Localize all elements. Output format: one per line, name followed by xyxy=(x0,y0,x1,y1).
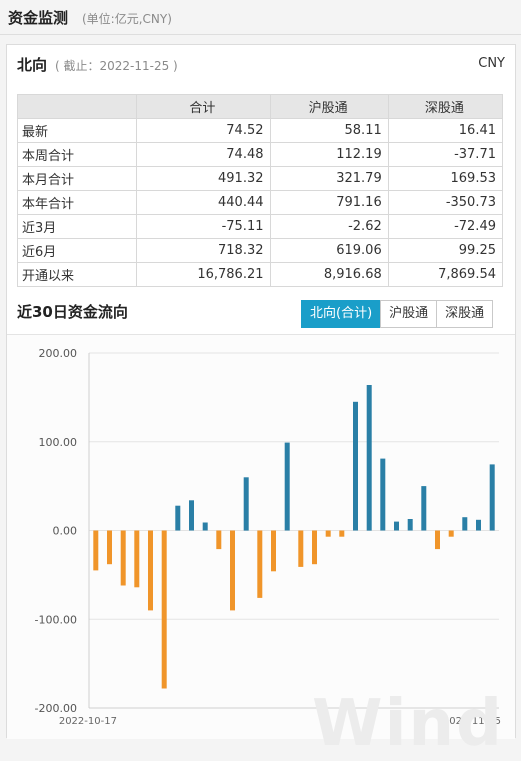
table-cell: 619.06 xyxy=(269,238,389,263)
table-row: 开通以来 16,786.21 8,916.68 7,869.54 xyxy=(16,262,504,287)
flow-summary-table: 合计 沪股通 深股通 最新 74.52 58.11 16.41 本周合计 74.… xyxy=(16,94,504,287)
table-cell: -72.49 xyxy=(387,214,504,239)
table-cell: 99.25 xyxy=(387,238,504,263)
table-cell: 74.48 xyxy=(136,142,271,167)
table-cell: -2.62 xyxy=(269,214,389,239)
column-header: 深股通 xyxy=(387,94,504,119)
bar xyxy=(366,385,372,531)
tab-shenzhen-connect[interactable]: 深股通 xyxy=(436,300,494,328)
bar xyxy=(134,530,140,588)
northbound-panel: 北向 ( 截止：2022-11-25 ) CNY 合计 沪股通 深股通 最新 7… xyxy=(6,44,516,761)
table-cell: 791.16 xyxy=(269,190,389,215)
bar xyxy=(339,530,345,537)
table-row: 本年合计 440.44 791.16 -350.73 xyxy=(16,190,504,215)
x-end-label: 2022-11-25 xyxy=(443,716,501,727)
bar xyxy=(462,517,468,531)
flow-chart-area: 200.00 100.00 0.00 -100.00 -200.00 2022-10-17… xyxy=(7,334,515,761)
tab-shanghai-connect[interactable]: 沪股通 xyxy=(380,300,438,328)
table-cell: 8,916.68 xyxy=(269,262,389,287)
table-row: 近3月 -75.11 -2.62 -72.49 xyxy=(16,214,504,239)
bar xyxy=(243,477,249,531)
table-cell: 169.53 xyxy=(387,166,504,191)
bar xyxy=(93,530,99,571)
table-cell: -75.11 xyxy=(136,214,271,239)
y-tick-label: 100.00 xyxy=(39,436,78,449)
row-label: 本年合计 xyxy=(16,190,138,215)
bar xyxy=(148,530,153,611)
bar xyxy=(421,486,427,531)
bar xyxy=(257,530,263,598)
table-cell: 74.52 xyxy=(136,118,271,143)
x-start-label: 2022-10-17 xyxy=(59,716,117,727)
page-title: 资金监测 xyxy=(8,9,69,27)
bar xyxy=(298,530,304,567)
chart-section-title: 近30日资金流向 xyxy=(17,303,128,321)
y-tick-label: 0.00 xyxy=(53,525,78,538)
table-cell: 112.19 xyxy=(269,142,389,167)
table-row: 最新 74.52 58.11 16.41 xyxy=(16,118,504,143)
row-label: 开通以来 xyxy=(16,262,138,287)
bar xyxy=(407,519,413,531)
table-cell: 16,786.21 xyxy=(136,262,271,287)
table-row: 本周合计 74.48 112.19 -37.71 xyxy=(16,142,504,167)
bar xyxy=(216,530,222,550)
bar xyxy=(312,530,317,565)
bar xyxy=(107,530,112,565)
y-tick-label: 200.00 xyxy=(39,347,78,360)
bar xyxy=(448,530,454,537)
column-header xyxy=(16,94,138,119)
table-cell: -350.73 xyxy=(387,190,504,215)
bar xyxy=(394,521,399,531)
table-cell: 16.41 xyxy=(387,118,504,143)
table-row: 本月合计 491.32 321.79 169.53 xyxy=(16,166,504,191)
bar xyxy=(230,530,235,611)
table-row: 近6月 718.32 619.06 99.25 xyxy=(16,238,504,263)
flow-bar-chart: 200.00 100.00 0.00 -100.00 -200.002022-10-17… xyxy=(35,347,501,727)
table-cell: 491.32 xyxy=(136,166,271,191)
table-cell: 58.11 xyxy=(269,118,389,143)
column-header: 沪股通 xyxy=(269,94,389,119)
table-cell: 7,869.54 xyxy=(387,262,504,287)
bar xyxy=(489,464,495,531)
table-cell: -37.71 xyxy=(387,142,504,167)
currency-label: CNY xyxy=(478,56,505,71)
y-tick-label: -200.00 xyxy=(35,702,77,715)
bar xyxy=(161,530,167,689)
top-header: 资金监测 (单位:亿元,CNY) xyxy=(0,0,521,35)
bar xyxy=(175,505,181,531)
bar xyxy=(271,530,276,572)
tab-northbound-total[interactable]: 北向(合计) xyxy=(301,300,382,328)
bar xyxy=(353,401,358,531)
row-label: 近6月 xyxy=(16,238,138,263)
table-header-row: 合计 沪股通 深股通 xyxy=(16,94,504,119)
bar xyxy=(435,530,440,550)
bar xyxy=(325,530,331,537)
bar xyxy=(189,500,194,531)
bar xyxy=(380,458,386,531)
y-tick-label: -100.00 xyxy=(35,613,77,626)
bar xyxy=(120,530,126,586)
panel-date-note: ( 截止：2022-11-25 ) xyxy=(55,59,178,73)
table-cell: 718.32 xyxy=(136,238,271,263)
row-label: 本月合计 xyxy=(16,166,138,191)
unit-label: (单位:亿元,CNY) xyxy=(82,12,172,26)
column-header: 合计 xyxy=(136,94,271,119)
panel-title: 北向 xyxy=(17,56,48,74)
bar xyxy=(284,442,290,531)
row-label: 本周合计 xyxy=(16,142,138,167)
chart-tabs: 北向(合计) 沪股通 深股通 xyxy=(301,300,494,328)
bar xyxy=(202,522,208,531)
row-label: 最新 xyxy=(16,118,138,143)
table-cell: 321.79 xyxy=(269,166,389,191)
bar xyxy=(476,519,481,531)
row-label: 近3月 xyxy=(16,214,138,239)
table-cell: 440.44 xyxy=(136,190,271,215)
